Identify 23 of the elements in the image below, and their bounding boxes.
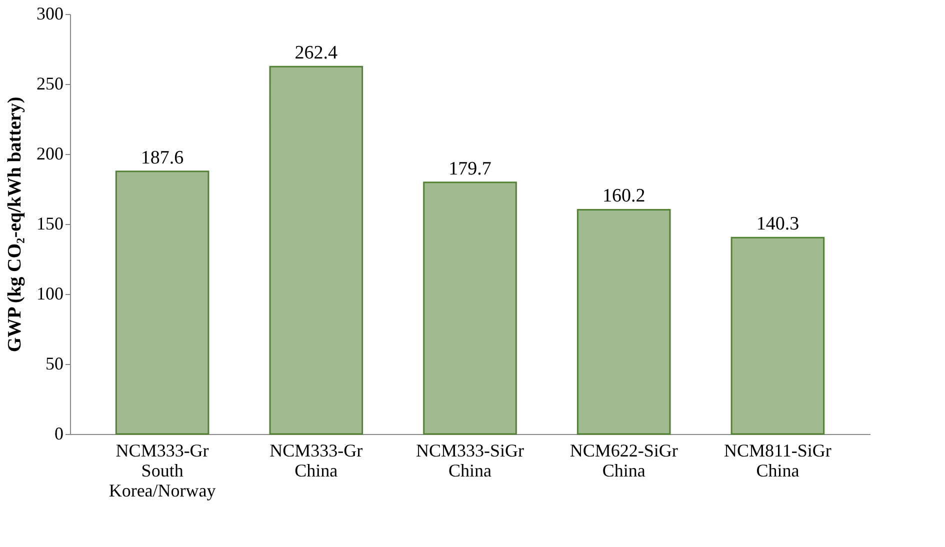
y-tick-label: 100 xyxy=(36,284,64,304)
data-label: 187.6 xyxy=(140,147,184,168)
y-tick-label: 300 xyxy=(36,4,64,24)
bar xyxy=(115,170,210,435)
y-tick-label: 200 xyxy=(36,144,64,164)
y-tick-label: 50 xyxy=(46,354,64,374)
y-tick-label: 250 xyxy=(36,74,64,94)
bar xyxy=(269,66,364,435)
x-tick-label: NCM622-SiGr China xyxy=(570,440,678,480)
y-tick-label: 150 xyxy=(36,214,64,234)
data-label: 179.7 xyxy=(448,158,492,180)
bar xyxy=(423,182,517,435)
y-tick-label: 0 xyxy=(54,424,64,444)
y-axis-title: GWP (kg CO₂-eq/kWh battery) xyxy=(4,96,26,352)
x-tick-label: NCM811-SiGr China xyxy=(724,440,832,480)
data-label: 140.3 xyxy=(756,214,800,235)
data-label: 160.2 xyxy=(602,186,646,207)
x-tick-label: NCM333-Gr China xyxy=(270,440,363,480)
x-tick-label: NCM333-Gr South Korea/Norway xyxy=(108,440,216,500)
x-tick-label: NCM333-SiGr China xyxy=(416,440,524,480)
data-label: 262.4 xyxy=(294,42,338,64)
bar xyxy=(576,208,671,435)
bar xyxy=(730,236,825,435)
